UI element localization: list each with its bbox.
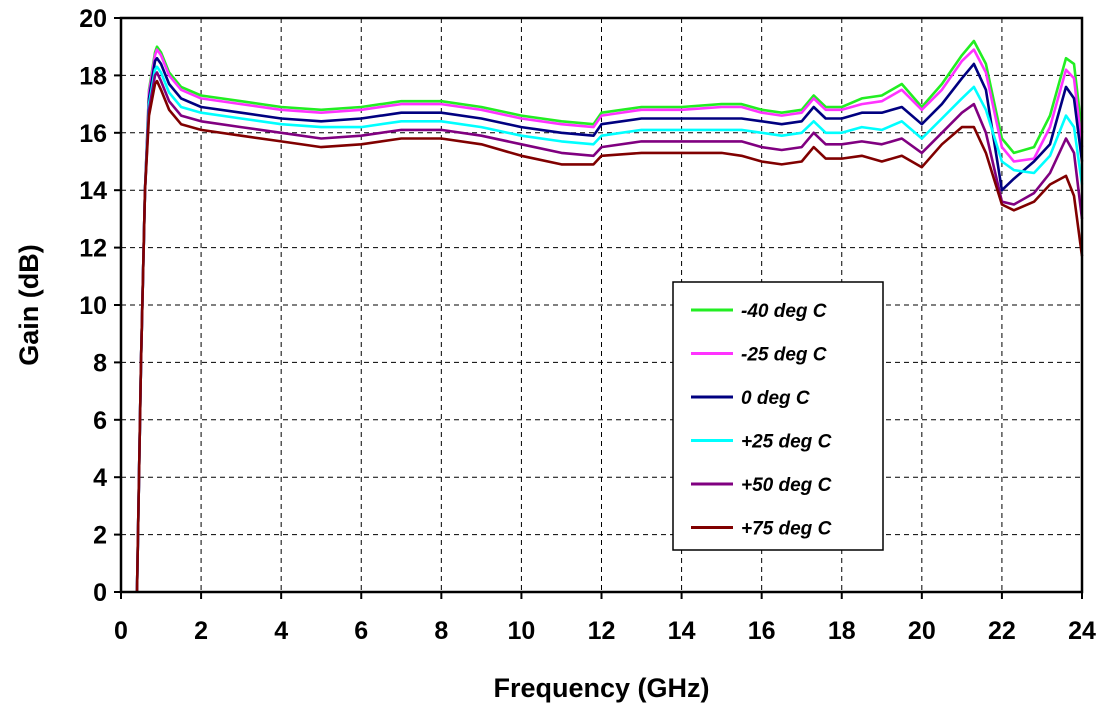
x-tick-label: 2 <box>194 617 208 645</box>
y-tick-label: 14 <box>79 177 107 205</box>
x-tick-label: 20 <box>908 617 936 645</box>
x-tick-label: 10 <box>508 617 536 645</box>
series-line-0-deg-c <box>135 56 1084 593</box>
legend-label: -40 deg C <box>741 301 827 322</box>
legend-label: +50 deg C <box>741 475 832 496</box>
y-tick-label: 20 <box>79 5 107 33</box>
legend-box <box>672 281 884 551</box>
x-tick-label: 18 <box>828 617 856 645</box>
x-tick-label: 12 <box>588 617 616 645</box>
x-tick-label: 6 <box>354 617 368 645</box>
x-axis-label: Frequency (GHz) <box>493 673 709 703</box>
x-tick-label: 16 <box>748 617 776 645</box>
series-line--40-deg-c <box>135 39 1084 593</box>
legend-label: +75 deg C <box>741 519 832 540</box>
y-axis-ticks: 0 2 4 6 8 10 12 14 16 18 20 <box>79 5 121 607</box>
x-tick-label: 14 <box>668 617 696 645</box>
y-tick-label: 0 <box>93 579 107 607</box>
series-line--75-deg-c <box>135 79 1084 593</box>
y-tick-label: 10 <box>79 292 107 320</box>
x-tick-label: 8 <box>434 617 448 645</box>
series-line--25-deg-c <box>135 65 1084 593</box>
y-tick-label: 12 <box>79 235 107 263</box>
y-tick-label: 4 <box>93 464 107 492</box>
series-line--25-deg-c <box>135 48 1084 593</box>
y-tick-label: 2 <box>93 522 107 550</box>
x-axis-ticks: 0 2 4 6 8 10 12 14 16 18 20 22 24 <box>114 592 1096 645</box>
legend-label: +25 deg C <box>741 432 832 453</box>
legend: -40 deg C -25 deg C 0 deg C +25 deg C +50 de… <box>672 281 884 551</box>
legend-label: -25 deg C <box>741 345 827 366</box>
y-tick-label: 16 <box>79 120 107 148</box>
y-tick-label: 8 <box>93 349 107 377</box>
series-line--50-deg-c <box>135 71 1084 593</box>
x-tick-label: 4 <box>274 617 288 645</box>
y-tick-label: 18 <box>79 62 107 90</box>
series-lines <box>135 39 1084 593</box>
x-tick-label: 24 <box>1068 617 1096 645</box>
x-tick-label: 22 <box>988 617 1016 645</box>
y-tick-label: 6 <box>93 407 107 435</box>
x-tick-label: 0 <box>114 617 128 645</box>
legend-label: 0 deg C <box>741 388 810 409</box>
y-axis-label: Gain (dB) <box>14 244 44 366</box>
